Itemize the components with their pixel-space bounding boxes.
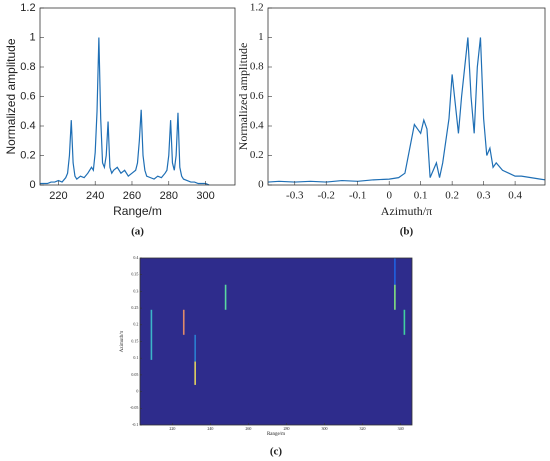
x-tick-label: 300 xyxy=(196,190,214,202)
x-axis-label: Azimuth/π xyxy=(381,204,432,218)
x-tick-label: -0.3 xyxy=(286,190,304,202)
caption: (a) xyxy=(131,226,144,238)
y-axis-label: Azimuth/π xyxy=(120,330,125,352)
caption: (b) xyxy=(400,226,414,238)
data-line xyxy=(40,37,210,186)
y-tick-label: 1.2 xyxy=(250,2,264,14)
y-tick-label: 0.8 xyxy=(250,61,264,73)
y-tick-label: 0.6 xyxy=(250,90,264,102)
y-axis-label: Normalized amplitude xyxy=(236,43,250,151)
y-tick-label: 1 xyxy=(258,31,264,43)
segment xyxy=(224,284,227,310)
x-tick-label: 0.1 xyxy=(414,190,428,202)
segment xyxy=(182,309,185,335)
x-tick-label: 220 xyxy=(169,426,175,431)
y-tick-label: 1 xyxy=(29,31,35,43)
y-tick-label: 0.4 xyxy=(133,255,138,260)
axes-frame xyxy=(267,7,546,186)
data-line xyxy=(267,37,546,183)
y-axis-label: Normalized amplitude xyxy=(4,38,18,154)
segment xyxy=(194,361,196,385)
y-tick-label: 1.2 xyxy=(20,2,35,14)
x-tick-label: 280 xyxy=(160,190,178,202)
x-tick-label: 240 xyxy=(207,426,213,431)
y-tick-label: 0.15 xyxy=(131,338,138,343)
caption: (c) xyxy=(270,446,283,458)
y-tick-label: 0.4 xyxy=(250,120,264,132)
segment xyxy=(394,284,396,310)
chart: -0.3 -0.2 -0.1 0 0.1 0.2 0.3 0.4 0 0.2 0.4 0.6 0.8 1 1… xyxy=(236,2,546,238)
y-tick-label: 0.05 xyxy=(131,372,138,377)
plot-background xyxy=(140,258,412,425)
y-tick-label: 0.3 xyxy=(133,288,138,293)
x-tick-label: 220 xyxy=(49,190,67,202)
y-tick-label: 0.35 xyxy=(131,272,138,277)
y-tick-label: -0.05 xyxy=(130,405,138,410)
x-axis-label: Range/m xyxy=(267,432,285,437)
y-tick-label: 0 xyxy=(29,179,35,191)
segment xyxy=(403,309,406,335)
segment xyxy=(394,258,396,285)
x-tick-label: 280 xyxy=(283,426,289,431)
x-tick-label: 340 xyxy=(398,426,404,431)
chart: 220 240 260 280 300 0 0.2 0.4 0.6 0.8 1 1.2 Range/m N… xyxy=(4,2,236,238)
y-tick-label: 0 xyxy=(258,179,264,191)
y-tick-label: 0.2 xyxy=(133,322,138,327)
x-tick-label: 0 xyxy=(386,190,392,202)
y-tick-label: 0.25 xyxy=(131,305,138,310)
y-tick-label: 0.1 xyxy=(133,355,138,360)
segment xyxy=(194,334,196,362)
x-tick-label: 260 xyxy=(245,426,251,431)
y-tick-label: 0.8 xyxy=(20,61,35,73)
x-tick-label: 320 xyxy=(360,426,366,431)
x-axis-label: Range/m xyxy=(113,204,162,218)
segment xyxy=(150,309,153,360)
y-tick-label: -0.1 xyxy=(132,422,138,427)
y-tick-label: 0.6 xyxy=(20,90,35,102)
x-tick-label: -0.2 xyxy=(318,190,335,202)
x-tick-label: 300 xyxy=(322,426,328,431)
x-tick-label: 0.3 xyxy=(477,190,491,202)
y-tick-label: 0.2 xyxy=(20,149,35,161)
x-tick-label: 0.2 xyxy=(445,190,459,202)
chart: 220 240 260 280 300 320 340 -0.1 -0.05 0 0.05 0.1 0.… xyxy=(120,255,413,458)
x-tick-label: 240 xyxy=(86,190,104,202)
x-tick-label: 0.4 xyxy=(508,190,522,202)
y-tick-label: 0.4 xyxy=(20,120,35,132)
y-tick-label: 0.2 xyxy=(250,149,264,161)
x-tick-label: -0.1 xyxy=(349,190,366,202)
x-tick-label: 260 xyxy=(123,190,141,202)
y-tick-label: 0 xyxy=(136,389,138,394)
